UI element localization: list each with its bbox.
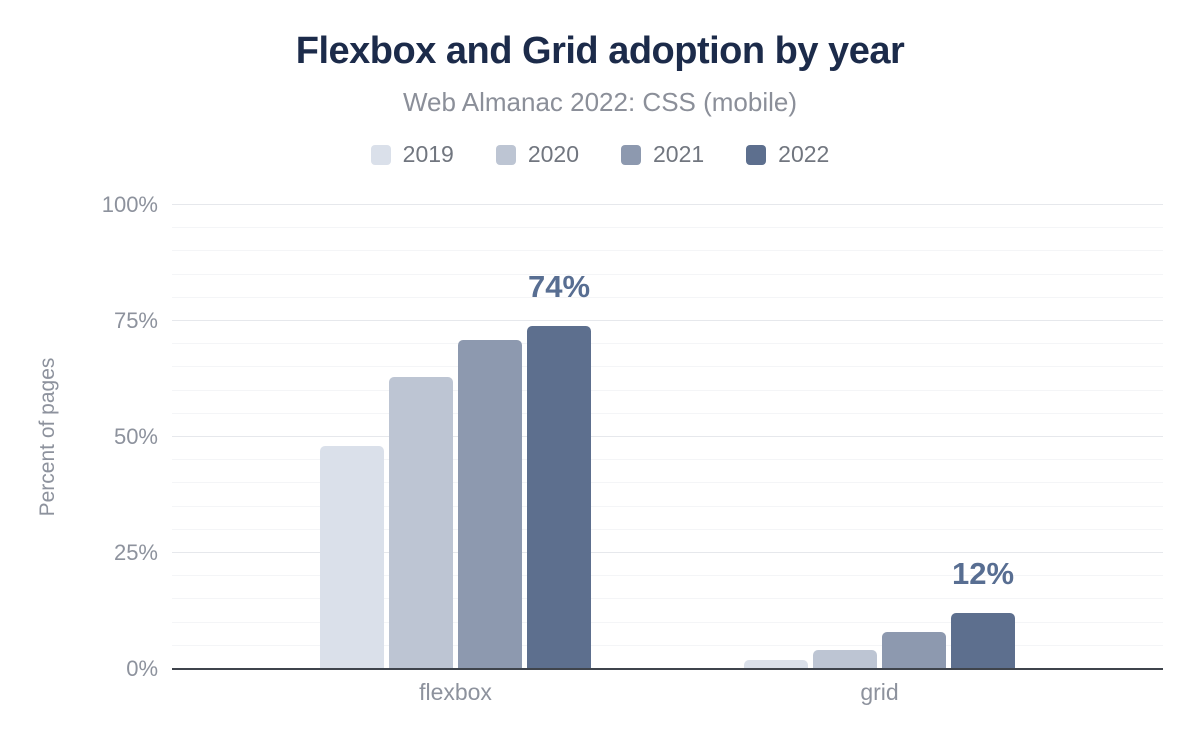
gridline bbox=[172, 575, 1163, 577]
gridline bbox=[172, 366, 1163, 368]
gridline bbox=[172, 250, 1163, 252]
x-tick-label-grid: grid bbox=[860, 679, 899, 705]
bar-flexbox-2019[interactable] bbox=[320, 446, 384, 669]
legend-item-2019[interactable]: 2019 bbox=[370, 141, 454, 168]
gridline bbox=[172, 598, 1163, 600]
gridline bbox=[172, 505, 1163, 507]
legend-swatch bbox=[746, 144, 767, 165]
y-tick-label: 0% bbox=[126, 656, 158, 681]
gridline bbox=[172, 459, 1163, 461]
gridline bbox=[172, 482, 1163, 484]
bar-group-grid: 12% grid bbox=[744, 205, 1015, 705]
legend-label: 2019 bbox=[402, 141, 454, 167]
legend-swatch bbox=[495, 144, 516, 165]
legend-label: 2022 bbox=[778, 141, 830, 167]
y-axis-title: Percent of pages bbox=[36, 357, 59, 517]
gridline bbox=[172, 644, 1163, 646]
legend-swatch bbox=[370, 144, 391, 165]
gridline bbox=[172, 204, 1163, 205]
gridline bbox=[172, 436, 1163, 437]
gridline bbox=[172, 320, 1163, 321]
gridline bbox=[172, 296, 1163, 298]
gridline bbox=[172, 273, 1163, 275]
legend-label: 2021 bbox=[653, 141, 705, 167]
bars-layer: 74% flexbox 12% grid bbox=[172, 205, 1163, 705]
chart-title: Flexbox and Grid adoption by year bbox=[295, 30, 905, 72]
bar-grid-2019[interactable] bbox=[744, 659, 808, 669]
bar-flexbox-2021[interactable] bbox=[458, 339, 522, 669]
plot-area: Percent of pages 74% flexbox 12% grid 0% 25%… bbox=[36, 192, 1163, 705]
gridline bbox=[172, 343, 1163, 345]
bar-flexbox-2022[interactable]: 74% bbox=[527, 271, 591, 669]
legend-item-2021[interactable]: 2021 bbox=[621, 141, 704, 168]
legend: 2019 2020 2021 2022 bbox=[0, 141, 1200, 168]
y-tick-label: 25% bbox=[113, 540, 158, 565]
gridline bbox=[172, 412, 1163, 414]
gridline bbox=[172, 621, 1163, 623]
gridline bbox=[172, 389, 1163, 391]
data-label: 74% bbox=[527, 268, 591, 304]
chart-subtitle: Web Almanac 2022: CSS (mobile) bbox=[402, 87, 798, 117]
legend-item-2020[interactable]: 2020 bbox=[495, 141, 579, 168]
bar-grid-2020[interactable] bbox=[813, 650, 877, 669]
bar-flexbox-2020[interactable] bbox=[389, 376, 453, 669]
x-axis-line bbox=[172, 668, 1163, 670]
legend-swatch bbox=[621, 144, 641, 165]
legend-item-2022[interactable]: 2022 bbox=[746, 141, 829, 168]
bar-grid-2022[interactable]: 12% bbox=[951, 558, 1015, 669]
gridline bbox=[172, 528, 1163, 530]
gridline bbox=[172, 227, 1163, 229]
bar-grid-2021[interactable] bbox=[882, 631, 946, 669]
x-tick-label-flexbox: flexbox bbox=[419, 679, 492, 705]
legend-label: 2020 bbox=[527, 141, 579, 167]
y-tick-label: 75% bbox=[113, 308, 158, 333]
bar-group-flexbox: 74% flexbox bbox=[320, 205, 591, 705]
gridline bbox=[172, 552, 1163, 553]
data-label: 12% bbox=[951, 556, 1015, 592]
y-tick-label: 50% bbox=[113, 424, 158, 449]
y-tick-label: 100% bbox=[101, 192, 158, 217]
